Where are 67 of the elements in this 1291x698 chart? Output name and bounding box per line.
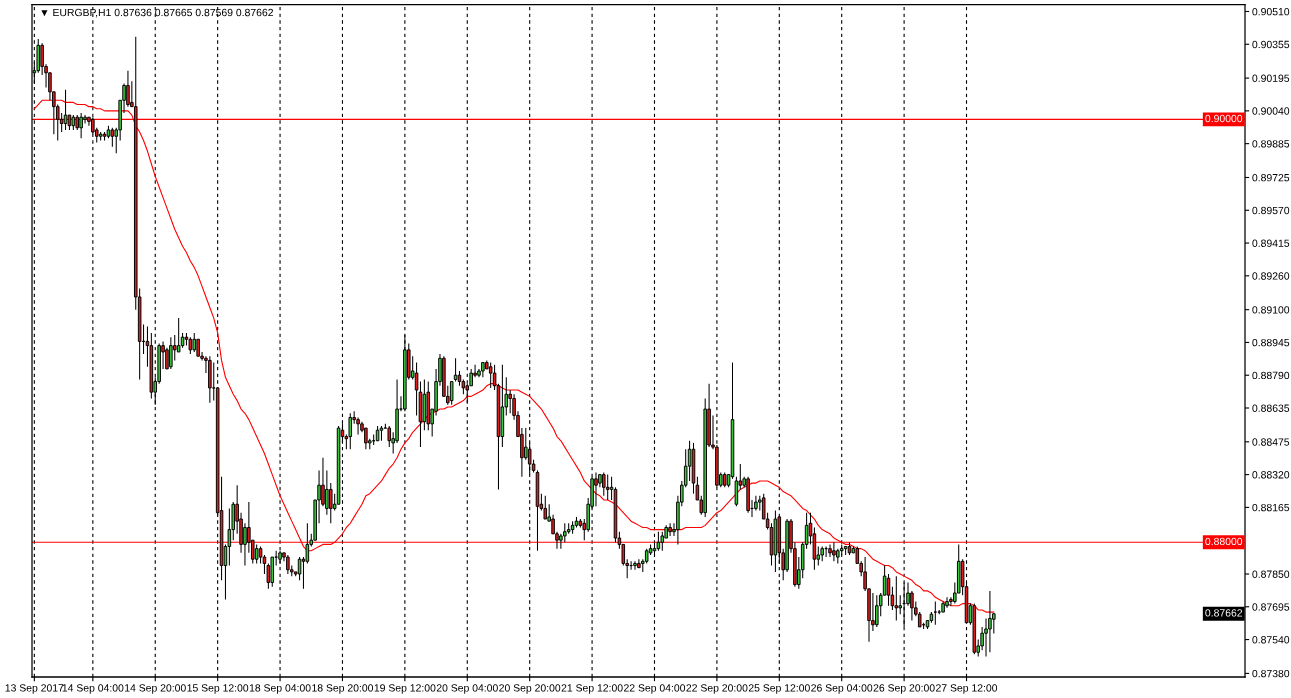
candlestick [875,594,879,628]
y-tick-label: 0.89415 [1252,239,1290,247]
candlestick [176,317,181,353]
candlestick [387,425,392,448]
x-tick-label: 20 Sep 20:00 [499,684,561,694]
x-tick-label: 18 Sep 20:00 [312,684,374,694]
text: 0.87662 [1205,609,1243,617]
y-tick-label: 0.90195 [1252,74,1290,82]
x-tick-label: 27 Sep 12:00 [936,684,998,694]
y-tick-label: 0.89725 [1252,173,1290,182]
y-tick-label: 0.88475 [1252,438,1290,446]
candlestick [83,114,87,125]
x-tick-label: 13 Sep 2017 [5,684,64,694]
y-tick-label: 0.90510 [1252,7,1290,16]
y-tick-label: 0.87380 [1252,669,1290,678]
candlestick [949,596,953,607]
candlestick [328,482,333,524]
y-tick-label: 0.88790 [1252,371,1290,380]
y-tick-label: 0.88320 [1252,471,1290,479]
y-tick-label: 0.89885 [1252,140,1290,148]
candlestick [192,332,197,353]
x-tick-label: 19 Sep 12:00 [374,684,436,694]
candlestick [286,554,290,575]
candlestick [602,471,606,497]
candlestick [945,596,949,609]
y-tick-label: 0.90355 [1252,40,1290,49]
ref-line-label: 0.90000 [1205,114,1243,123]
candlestick [668,522,672,537]
x-tick-label: 18 Sep 04:00 [249,684,311,694]
x-tick-label: 22 Sep 04:00 [624,684,686,694]
candlestick [832,541,836,562]
candlestick [110,127,115,148]
ref-line-label: 0.88000 [1205,537,1243,546]
x-tick-label: 26 Sep 04:00 [811,684,873,694]
x-tick-label: 25 Sep 12:00 [748,684,810,694]
candlestick [254,543,259,564]
candlestick [605,474,610,501]
y-tick-label: 0.89260 [1252,272,1290,280]
chart-title: ▼ EURGBP,H1 0.87636 0.87665 0.87569 0.87662 [41,8,274,18]
x-tick-label: 22 Sep 20:00 [686,684,748,694]
y-tick-label: 0.89570 [1252,206,1290,215]
candlestick [79,112,83,139]
x-tick-label: 14 Sep 20:00 [125,684,186,694]
candlestick [633,560,637,571]
x-tick-label: 15 Sep 12:00 [187,684,249,694]
candlestick [828,543,832,558]
x-tick-label: 21 Sep 12:00 [561,684,623,694]
y-tick-label: 0.89100 [1252,306,1290,314]
candlestick [169,336,173,370]
y-tick-label: 0.87540 [1252,636,1290,644]
candlestick [687,440,692,482]
y-tick-label: 0.88165 [1252,503,1290,512]
candlestick [894,575,899,622]
candlestick [656,531,661,552]
y-tick-label: 0.90040 [1252,107,1290,115]
y-tick-label: 0.87695 [1252,603,1290,611]
candlestick [988,590,992,653]
y-tick-label: 0.87850 [1252,570,1290,578]
y-tick-label: 0.88635 [1252,404,1290,412]
candlestick [734,476,739,507]
x-tick-label: 14 Sep 04:00 [62,684,124,694]
candlestick [488,362,493,389]
x-tick-label: 20 Sep 04:00 [436,684,498,694]
candlestick [660,531,665,552]
y-tick-label: 0.88945 [1252,338,1290,347]
x-tick-label: 26 Sep 20:00 [873,684,935,694]
candlestick [594,471,598,507]
